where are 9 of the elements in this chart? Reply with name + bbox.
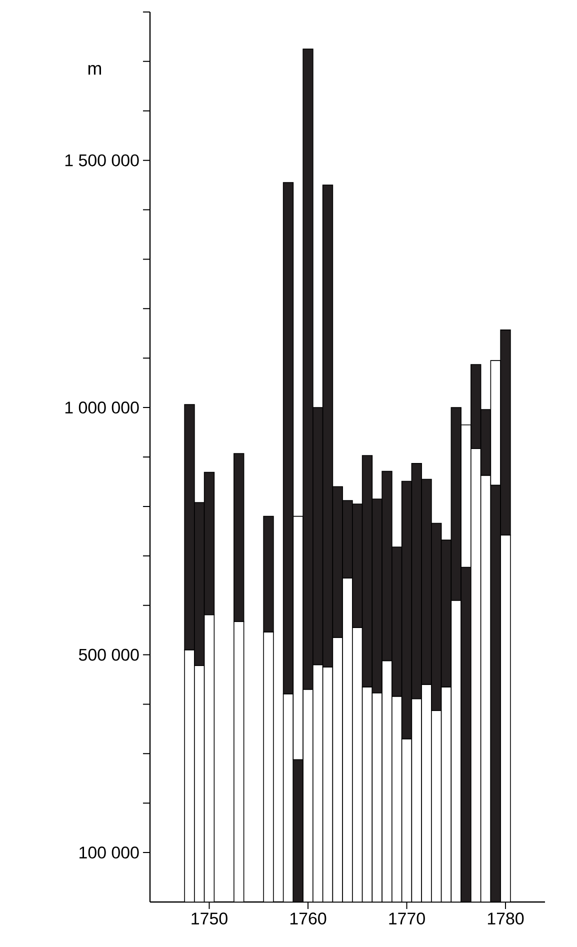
y-tick-label: 500 000 — [78, 648, 139, 661]
y-tick-label: 1 000 000 — [65, 402, 139, 414]
x-tick-label: 1760 — [290, 912, 326, 925]
x-tick-label: 1780 — [488, 912, 524, 925]
x-tick-label: 1750 — [192, 912, 228, 925]
y-tick-label: 100 000 — [80, 846, 139, 859]
y-tick-label: 1 500 000 — [65, 154, 139, 166]
y-axis-title: m — [88, 65, 101, 75]
x-tick-label: 1770 — [389, 912, 425, 925]
